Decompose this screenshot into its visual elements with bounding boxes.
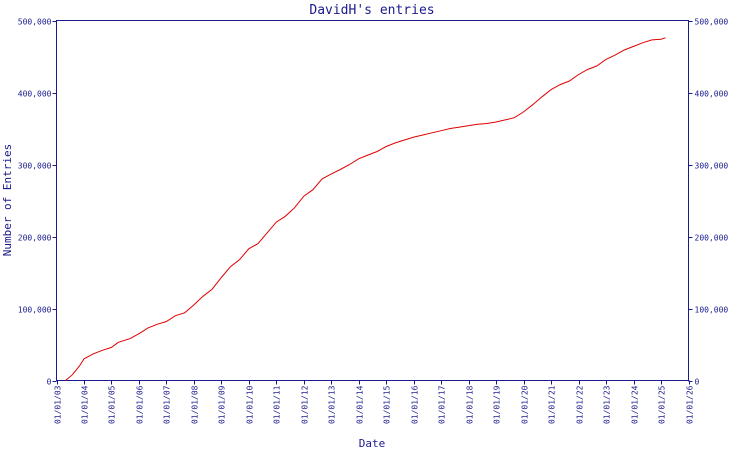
x-tick-label: 01/01/04	[81, 385, 90, 424]
x-tick-label: 01/01/11	[273, 385, 282, 424]
y-tick-label-left: 100,000	[18, 306, 52, 315]
x-tick-label: 01/01/26	[686, 385, 695, 424]
x-tick-label: 01/01/09	[218, 385, 227, 424]
x-tick-label: 01/01/22	[576, 385, 585, 424]
plot-frame	[56, 20, 689, 381]
x-tick-label: 01/01/16	[411, 385, 420, 424]
x-axis-ticks: 01/01/03 01/01/04 01/01/05 01/01/06 01/01/07…	[54, 380, 695, 424]
x-tick-label: 01/01/20	[521, 385, 530, 424]
x-tick-label: 01/01/14	[356, 385, 365, 424]
y-tick-label-right: 200,000	[695, 234, 729, 243]
x-tick-label: 01/01/18	[466, 385, 475, 424]
x-tick-label: 01/01/24	[631, 385, 640, 424]
x-tick-label: 01/01/23	[603, 385, 612, 424]
x-tick-label: 01/01/19	[493, 385, 502, 424]
series-line	[65, 37, 666, 381]
y-tick-label-right: 400,000	[695, 90, 729, 99]
x-tick-label: 01/01/13	[328, 385, 337, 424]
x-tick-label: 01/01/10	[246, 385, 255, 424]
y-tick-label-left: 0	[47, 378, 52, 387]
x-tick-label: 01/01/05	[108, 385, 117, 424]
x-axis-label: Date	[359, 437, 386, 450]
x-tick-label: 01/01/07	[163, 385, 172, 424]
x-tick-label: 01/01/06	[136, 385, 145, 424]
x-tick-label: 01/01/21	[548, 385, 557, 424]
y-tick-label-left: 500,000	[18, 18, 52, 27]
y-axis-ticks: 0 0 100,000 100,000 200,000 200,000 300,000 300…	[18, 18, 729, 387]
y-tick-label-right: 0	[695, 378, 700, 387]
x-tick-label: 01/01/17	[438, 385, 447, 424]
x-tick-label: 01/01/25	[658, 385, 667, 424]
x-tick-label: 01/01/15	[383, 385, 392, 424]
y-tick-label-right: 500,000	[695, 18, 729, 27]
x-tick-label: 01/01/12	[301, 385, 310, 424]
y-tick-label-right: 100,000	[695, 306, 729, 315]
x-tick-label: 01/01/08	[191, 385, 200, 424]
chart-title: DavidH's entries	[309, 3, 434, 18]
y-tick-label-left: 200,000	[18, 234, 52, 243]
y-tick-label-left: 400,000	[18, 90, 52, 99]
y-tick-label-left: 300,000	[18, 162, 52, 171]
x-tick-label: 01/01/03	[54, 385, 63, 424]
y-axis-label: Number of Entries	[1, 144, 14, 257]
y-tick-label-right: 300,000	[695, 162, 729, 171]
